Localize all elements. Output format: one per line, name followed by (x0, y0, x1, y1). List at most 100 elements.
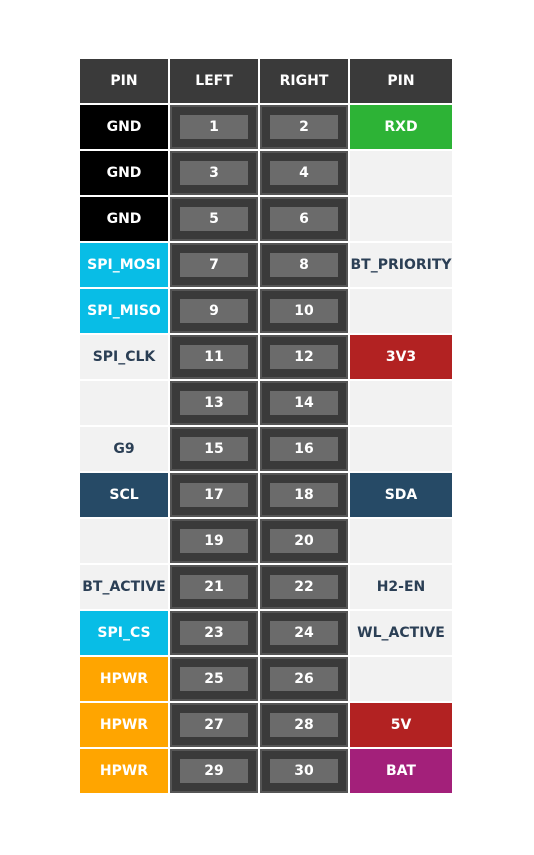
right-pin-number: 4 (270, 161, 338, 185)
left-pin-number: 17 (180, 483, 248, 507)
right-pin-label: 5V (350, 703, 452, 747)
left-pin-number: 23 (180, 621, 248, 645)
left-pin-number: 19 (180, 529, 248, 553)
right-pin-number: 30 (270, 759, 338, 783)
right-pin-label (350, 519, 452, 563)
pin-row: GND 5 6 (80, 197, 452, 241)
right-pin-number: 2 (270, 115, 338, 139)
pin-row: HPWR 27 28 5V (80, 703, 452, 747)
right-pin-label: 3V3 (350, 335, 452, 379)
right-pin-number: 12 (270, 345, 338, 369)
right-pin-number: 18 (270, 483, 338, 507)
right-pin-label (350, 151, 452, 195)
left-pin-cell: 9 (170, 289, 258, 333)
pin-row: HPWR 25 26 (80, 657, 452, 701)
right-pin-cell: 22 (260, 565, 348, 609)
pin-row: SPI_CS 23 24 WL_ACTIVE (80, 611, 452, 655)
left-pin-label: HPWR (80, 657, 168, 701)
right-pin-cell: 6 (260, 197, 348, 241)
right-pin-cell: 26 (260, 657, 348, 701)
pin-row: BT_ACTIVE 21 22 H2-EN (80, 565, 452, 609)
left-pin-cell: 7 (170, 243, 258, 287)
left-pin-label: G9 (80, 427, 168, 471)
table-header: PIN LEFT RIGHT PIN (80, 59, 452, 103)
header-pin-right: PIN (350, 59, 452, 103)
pin-row: GND 3 4 (80, 151, 452, 195)
right-pin-cell: 28 (260, 703, 348, 747)
pin-row: G9 15 16 (80, 427, 452, 471)
left-pin-cell: 25 (170, 657, 258, 701)
left-pin-cell: 17 (170, 473, 258, 517)
left-pin-number: 9 (180, 299, 248, 323)
right-pin-cell: 16 (260, 427, 348, 471)
left-pin-label: SPI_MISO (80, 289, 168, 333)
left-pin-cell: 19 (170, 519, 258, 563)
right-pin-label (350, 427, 452, 471)
left-pin-number: 13 (180, 391, 248, 415)
pin-row: 19 20 (80, 519, 452, 563)
left-pin-label (80, 381, 168, 425)
left-pin-number: 7 (180, 253, 248, 277)
left-pin-cell: 23 (170, 611, 258, 655)
left-pin-cell: 1 (170, 105, 258, 149)
left-pin-cell: 5 (170, 197, 258, 241)
left-pin-cell: 27 (170, 703, 258, 747)
right-pin-cell: 12 (260, 335, 348, 379)
left-pin-number: 1 (180, 115, 248, 139)
left-pin-number: 5 (180, 207, 248, 231)
left-pin-cell: 21 (170, 565, 258, 609)
right-pin-label: RXD (350, 105, 452, 149)
right-pin-number: 20 (270, 529, 338, 553)
right-pin-cell: 14 (260, 381, 348, 425)
left-pin-cell: 29 (170, 749, 258, 793)
right-pin-number: 6 (270, 207, 338, 231)
right-pin-number: 26 (270, 667, 338, 691)
left-pin-label: SPI_CS (80, 611, 168, 655)
left-pin-cell: 15 (170, 427, 258, 471)
pin-row: SPI_MOSI 7 8 BT_PRIORITY (80, 243, 452, 287)
pin-row: SPI_MISO 9 10 (80, 289, 452, 333)
right-pin-label: H2-EN (350, 565, 452, 609)
right-pin-cell: 30 (260, 749, 348, 793)
header-right: RIGHT (260, 59, 348, 103)
left-pin-number: 25 (180, 667, 248, 691)
left-pin-label: SCL (80, 473, 168, 517)
left-pin-cell: 3 (170, 151, 258, 195)
right-pin-label (350, 289, 452, 333)
right-pin-cell: 10 (260, 289, 348, 333)
pin-row: SPI_CLK 11 12 3V3 (80, 335, 452, 379)
left-pin-label: GND (80, 105, 168, 149)
right-pin-number: 16 (270, 437, 338, 461)
left-pin-label: HPWR (80, 749, 168, 793)
header-left: LEFT (170, 59, 258, 103)
header-pin-left: PIN (80, 59, 168, 103)
left-pin-number: 21 (180, 575, 248, 599)
pin-row: SCL 17 18 SDA (80, 473, 452, 517)
left-pin-number: 29 (180, 759, 248, 783)
right-pin-label: WL_ACTIVE (350, 611, 452, 655)
left-pin-number: 11 (180, 345, 248, 369)
pin-row: GND 1 2 RXD (80, 105, 452, 149)
left-pin-label (80, 519, 168, 563)
right-pin-cell: 4 (260, 151, 348, 195)
right-pin-cell: 20 (260, 519, 348, 563)
left-pin-label: BT_ACTIVE (80, 565, 168, 609)
right-pin-cell: 18 (260, 473, 348, 517)
right-pin-number: 8 (270, 253, 338, 277)
left-pin-number: 27 (180, 713, 248, 737)
right-pin-cell: 2 (260, 105, 348, 149)
right-pin-number: 24 (270, 621, 338, 645)
left-pin-number: 3 (180, 161, 248, 185)
right-pin-label: BT_PRIORITY (350, 243, 452, 287)
pin-row: HPWR 29 30 BAT (80, 749, 452, 793)
right-pin-number: 14 (270, 391, 338, 415)
right-pin-number: 10 (270, 299, 338, 323)
left-pin-number: 15 (180, 437, 248, 461)
left-pin-cell: 13 (170, 381, 258, 425)
left-pin-label: SPI_MOSI (80, 243, 168, 287)
right-pin-label: BAT (350, 749, 452, 793)
left-pin-label: SPI_CLK (80, 335, 168, 379)
right-pin-cell: 8 (260, 243, 348, 287)
right-pin-number: 22 (270, 575, 338, 599)
left-pin-cell: 11 (170, 335, 258, 379)
